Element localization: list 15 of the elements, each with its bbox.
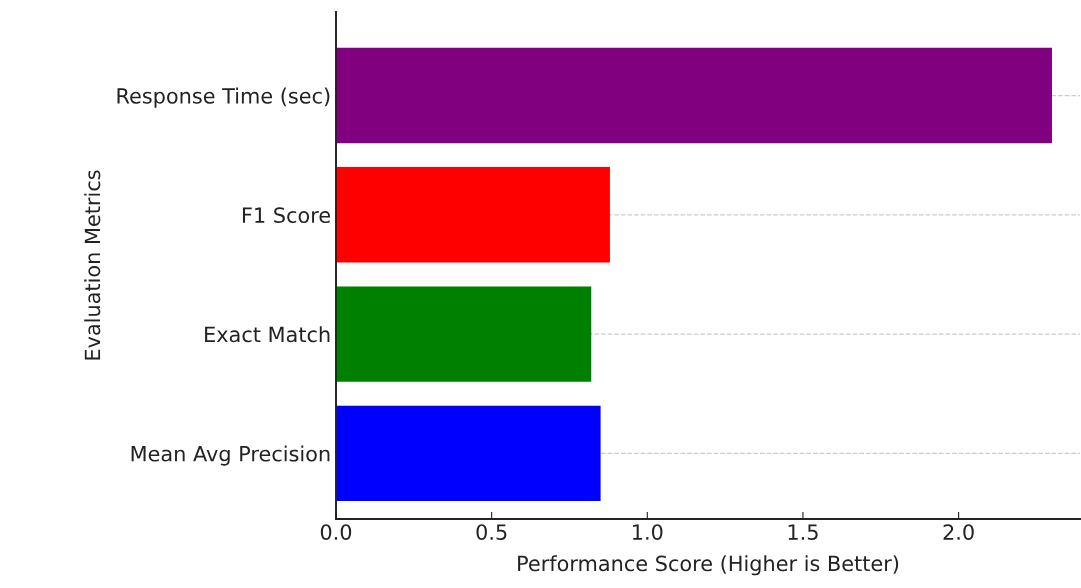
y-tick-label: Response Time (sec) <box>117 87 330 108</box>
y-tick-label: F1 Score <box>242 207 331 224</box>
bar <box>336 167 610 263</box>
bar <box>336 405 601 502</box>
x-tick-label: 1.0 <box>633 524 663 540</box>
y-axis-title: Evaluation Metrics <box>84 170 101 360</box>
y-tick-label: Mean Avg Precision <box>131 445 330 466</box>
bar <box>336 47 1052 144</box>
x-axis-title: Performance Score (Higher is Better) <box>518 555 899 576</box>
x-tick-label: 0.5 <box>476 524 507 540</box>
x-tick-label: 0.0 <box>320 524 352 540</box>
bar <box>336 286 592 382</box>
y-tick-label: Exact Match <box>205 326 330 343</box>
x-tick-label: 2.0 <box>943 524 974 540</box>
x-tick-label: 1.5 <box>788 524 818 540</box>
